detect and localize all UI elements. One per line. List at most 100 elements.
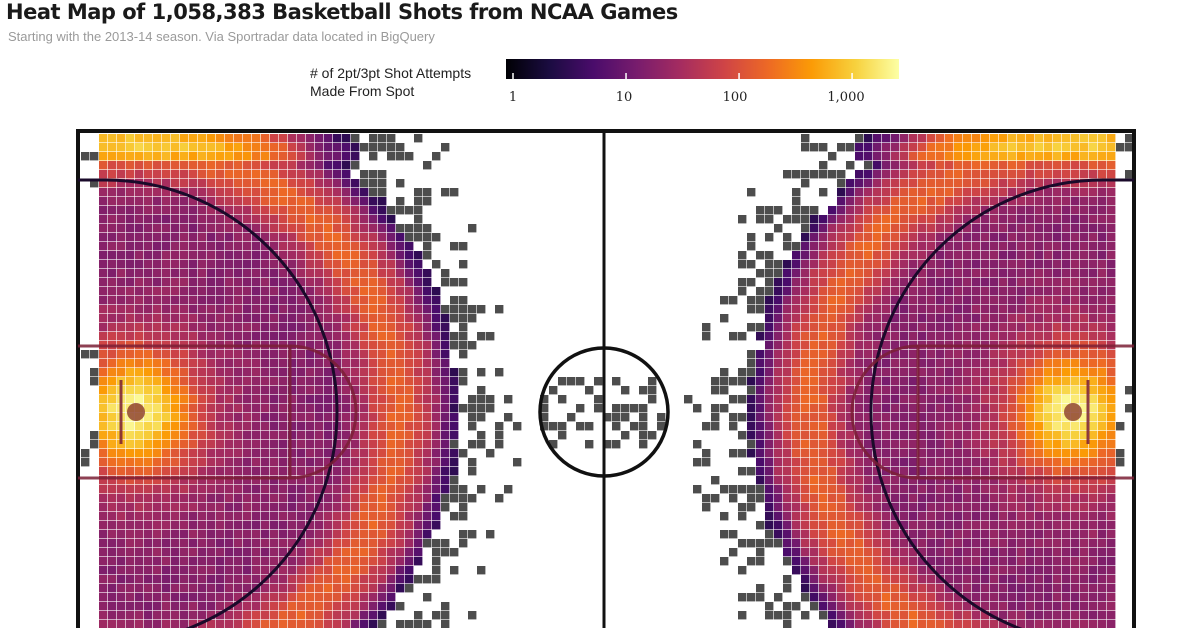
heatmap-cell: [891, 359, 900, 368]
heatmap-cell: [450, 386, 459, 395]
heatmap-cell: [810, 449, 819, 458]
heatmap-cell: [144, 557, 153, 566]
heatmap-cell: [162, 368, 171, 377]
heatmap-cell: [990, 134, 999, 143]
heatmap-cell: [288, 395, 297, 404]
heatmap-cell: [981, 431, 990, 440]
heatmap-cell: [405, 206, 414, 215]
heatmap-cell: [972, 170, 981, 179]
heatmap-cell: [225, 386, 234, 395]
heatmap-cell: [621, 404, 630, 413]
heatmap-cell: [882, 512, 891, 521]
heatmap-cell: [882, 269, 891, 278]
heatmap-cell: [207, 458, 216, 467]
heatmap-cell: [954, 350, 963, 359]
heatmap-cell: [783, 233, 792, 242]
heatmap-cell: [180, 296, 189, 305]
heatmap-cell: [1071, 251, 1080, 260]
heatmap-cell: [837, 323, 846, 332]
heatmap-cell: [279, 305, 288, 314]
heatmap-cell: [963, 305, 972, 314]
heatmap-cell: [756, 395, 765, 404]
heatmap-cell: [1071, 503, 1080, 512]
heatmap-cell: [1080, 440, 1089, 449]
heatmap-cell: [1071, 449, 1080, 458]
heatmap-cell: [1080, 548, 1089, 557]
heatmap-cell: [324, 566, 333, 575]
heatmap-cell: [1035, 611, 1044, 620]
heatmap-cell: [153, 521, 162, 530]
heatmap-cell: [945, 440, 954, 449]
heatmap-cell: [864, 539, 873, 548]
heatmap-cell: [891, 260, 900, 269]
heatmap-cell: [846, 404, 855, 413]
heatmap-cell: [351, 503, 360, 512]
heatmap-cell: [189, 197, 198, 206]
heatmap-cell: [243, 359, 252, 368]
heatmap-cell: [279, 188, 288, 197]
heatmap-cell: [954, 431, 963, 440]
heatmap-cell: [414, 404, 423, 413]
heatmap-cell: [117, 332, 126, 341]
heatmap-cell: [468, 413, 477, 422]
heatmap-cell: [342, 251, 351, 260]
heatmap-cell: [117, 557, 126, 566]
heatmap-cell: [1107, 278, 1116, 287]
heatmap-cell: [108, 260, 117, 269]
heatmap-cell: [765, 611, 774, 620]
heatmap-cell: [747, 539, 756, 548]
heatmap-cell: [261, 548, 270, 557]
heatmap-cell: [396, 224, 405, 233]
heatmap-cell: [333, 134, 342, 143]
heatmap-cell: [135, 584, 144, 593]
heatmap-cell: [1071, 602, 1080, 611]
heatmap-cell: [891, 341, 900, 350]
heatmap-cell: [270, 188, 279, 197]
heatmap-cell: [414, 440, 423, 449]
heatmap-cell: [828, 170, 837, 179]
heatmap-cell: [171, 395, 180, 404]
heatmap-cell: [126, 224, 135, 233]
heatmap-cell: [981, 296, 990, 305]
heatmap-cell: [990, 224, 999, 233]
heatmap-cell: [405, 386, 414, 395]
heatmap-cell: [450, 368, 459, 377]
heatmap-cell: [1053, 431, 1062, 440]
heatmap-cell: [909, 548, 918, 557]
heatmap-cell: [180, 215, 189, 224]
heatmap-cell: [1071, 530, 1080, 539]
heatmap-cell: [936, 584, 945, 593]
heatmap-cell: [747, 359, 756, 368]
heatmap-cell: [99, 413, 108, 422]
heatmap-cell: [180, 233, 189, 242]
heatmap-cell: [144, 197, 153, 206]
heatmap-cell: [306, 314, 315, 323]
heatmap-cell: [414, 458, 423, 467]
heatmap-cell: [864, 584, 873, 593]
heatmap-cell: [144, 611, 153, 620]
heatmap-cell: [198, 521, 207, 530]
heatmap-cell: [1026, 170, 1035, 179]
heatmap-cell: [234, 224, 243, 233]
heatmap-cell: [837, 341, 846, 350]
heatmap-cell: [954, 539, 963, 548]
heatmap-cell: [450, 332, 459, 341]
heatmap-cell: [855, 314, 864, 323]
heatmap-cell: [801, 404, 810, 413]
heatmap-cell: [1062, 197, 1071, 206]
heatmap-cell: [387, 215, 396, 224]
heatmap-cell: [999, 368, 1008, 377]
heatmap-cell: [1107, 269, 1116, 278]
heatmap-cell: [774, 413, 783, 422]
heatmap-cell: [756, 215, 765, 224]
heatmap-cell: [1107, 395, 1116, 404]
heatmap-cell: [981, 269, 990, 278]
heatmap-cell: [405, 242, 414, 251]
heatmap-cell: [1017, 602, 1026, 611]
heatmap-cell: [936, 404, 945, 413]
heatmap-cell: [180, 332, 189, 341]
heatmap-cell: [1080, 503, 1089, 512]
heatmap-cell: [882, 548, 891, 557]
heatmap-cell: [306, 260, 315, 269]
heatmap-cell: [963, 449, 972, 458]
